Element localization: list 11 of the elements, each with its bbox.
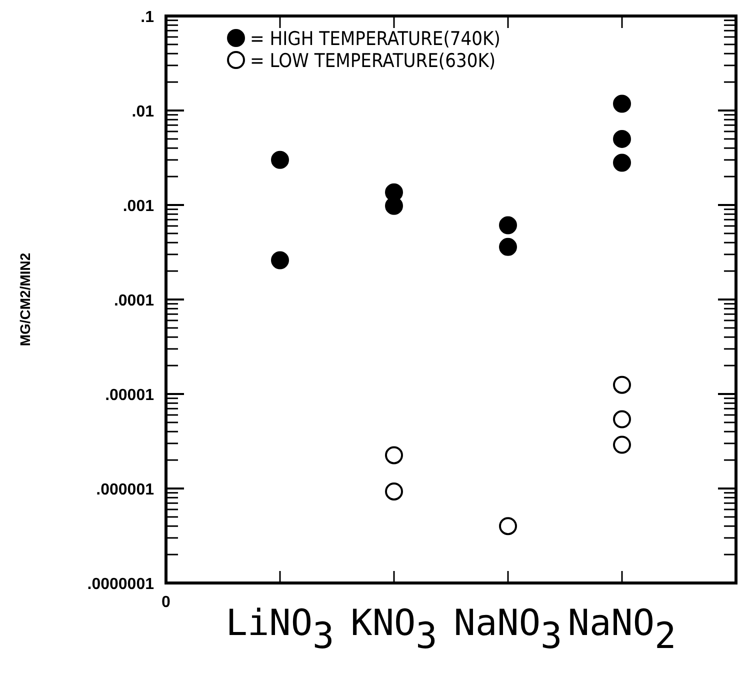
y-tick-label: .1: [140, 9, 154, 26]
y-tick-label: .0001: [114, 292, 154, 310]
y-axis-title: MG/CM2/MIN2: [17, 252, 33, 346]
y-tick-label: .0000001: [87, 576, 154, 593]
y-tick-label: .00001: [105, 387, 154, 404]
y-tick-label: .01: [132, 104, 154, 120]
y-tick-label: .000001: [96, 482, 154, 498]
text: 0: [162, 594, 171, 611]
legend-label: = LOW TEMPERATURE(630K): [250, 50, 496, 72]
y-tick-label: .001: [122, 198, 154, 215]
legend-label: = HIGH TEMPERATURE(740K): [250, 28, 500, 50]
